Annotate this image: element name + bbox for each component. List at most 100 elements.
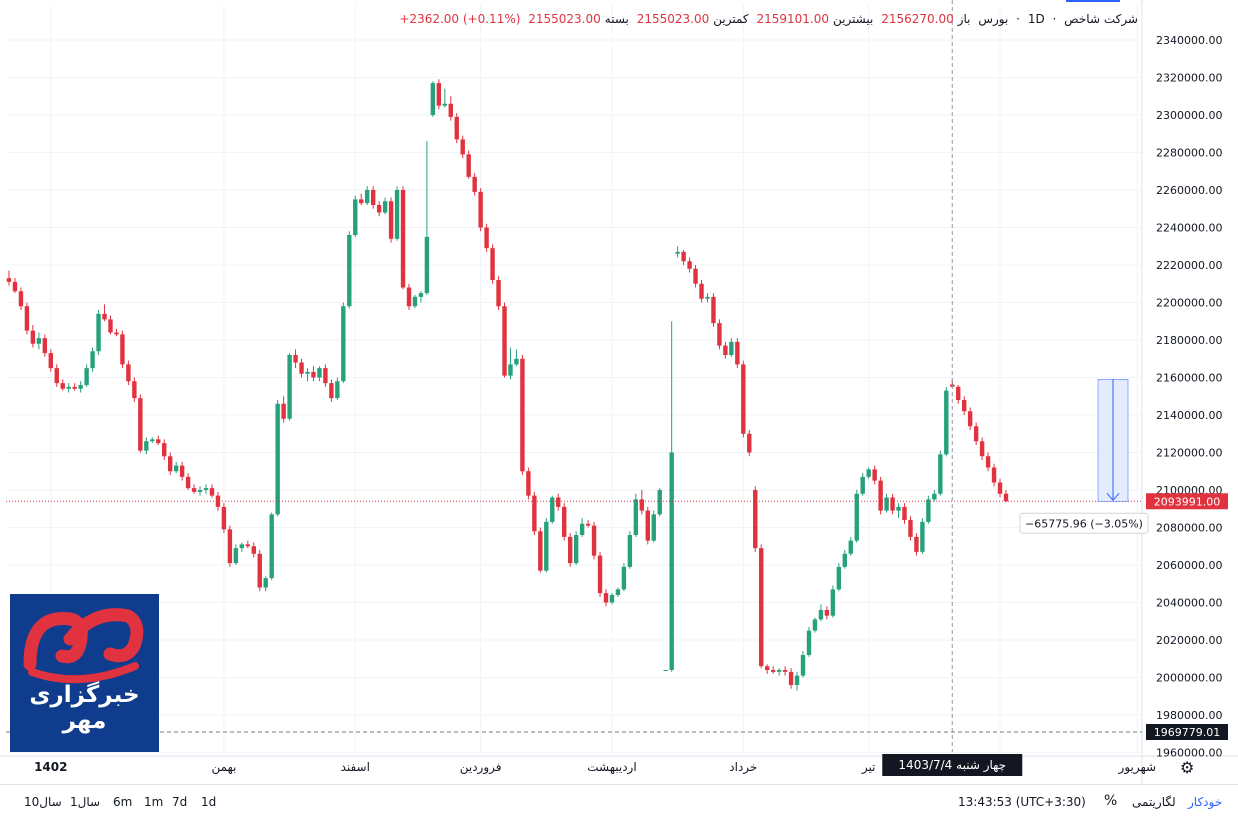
legend-high-value: 2159101.00	[756, 12, 829, 26]
candle-body	[365, 190, 370, 204]
y-tick-label: 1980000.00	[1156, 709, 1222, 722]
candle-body	[454, 116, 459, 140]
candle-body	[544, 521, 549, 571]
candle-body	[663, 670, 668, 671]
candle-body	[287, 355, 292, 419]
legend-close-value: 2155023.00	[528, 12, 601, 26]
log-scale-button[interactable]: لگاریتمی	[1132, 795, 1176, 809]
candle-body	[615, 589, 621, 595]
candle-body	[275, 403, 280, 515]
candle-body	[269, 514, 274, 579]
candle-body	[120, 334, 125, 365]
candle-body	[639, 499, 645, 511]
legend-close-label: بسته	[604, 12, 629, 26]
candle-body	[514, 358, 519, 365]
candle-body	[747, 433, 752, 453]
measure-label: −65775.96 (−3.05%)	[1025, 517, 1143, 530]
y-tick-label: 2240000.00	[1156, 222, 1222, 235]
candle-body	[460, 139, 465, 155]
candle-body	[872, 469, 877, 481]
range-6m-button[interactable]: 6m	[113, 795, 133, 809]
candle-body	[687, 261, 692, 269]
candle-body	[818, 610, 824, 620]
candle-body	[108, 319, 113, 333]
y-tick-label: 2320000.00	[1156, 72, 1222, 85]
range-1y-button[interactable]: 1سال	[70, 795, 101, 809]
percent-scale-button[interactable]: %	[1104, 793, 1118, 809]
scroll-handle[interactable]	[1066, 0, 1120, 2]
candle-body	[836, 566, 842, 590]
candle-body	[962, 400, 967, 412]
candle-body	[842, 553, 847, 567]
candle-body	[335, 381, 340, 399]
range-10y-button[interactable]: 10سال	[24, 795, 62, 809]
candle-body	[908, 520, 913, 537]
legend-open-value: 2156270.00	[881, 12, 954, 26]
candle-body	[520, 358, 525, 472]
candle-body	[394, 190, 400, 239]
y-tick-label: 2280000.00	[1156, 147, 1222, 160]
legend-title: شرکت شاخص	[1064, 12, 1138, 26]
candle-body	[502, 306, 507, 376]
legend-interval: 1D	[1027, 12, 1045, 26]
crosshair-date: چهار شنبه 1403/7/4	[898, 758, 1006, 773]
candle-body	[806, 630, 812, 655]
candle-body	[579, 523, 585, 535]
candle-body	[741, 364, 746, 434]
auto-scale-button[interactable]: خودکار	[1188, 795, 1223, 809]
candle-body	[424, 236, 430, 294]
legend-low-label: کمترین	[713, 12, 749, 26]
candle-body	[162, 443, 167, 457]
candle-body	[36, 338, 42, 344]
candle-body	[585, 523, 591, 526]
candle-body	[347, 235, 352, 307]
legend-low-value: 2155023.00	[636, 12, 710, 26]
range-1d-button[interactable]: 1d	[201, 795, 217, 809]
y-tick-label: 2300000.00	[1156, 109, 1222, 122]
candle-body	[794, 675, 800, 685]
y-tick-label: 2060000.00	[1156, 559, 1222, 572]
candle-body	[370, 190, 376, 205]
candle-body	[430, 83, 436, 115]
candle-body	[848, 540, 853, 554]
legend-dot: ·	[1016, 12, 1020, 26]
candle-body	[609, 595, 615, 603]
candle-body	[681, 251, 686, 262]
price-chart[interactable]: 1960000.00 1980000.00 2000000.00 2020000.00…	[0, 0, 1238, 784]
candle-body	[245, 544, 250, 547]
candle-body	[633, 499, 639, 535]
candle-body	[770, 670, 776, 672]
candle-body	[526, 471, 531, 496]
candle-body	[60, 383, 65, 389]
crosshair-date-bg	[882, 754, 1023, 776]
y-tick-label: 2040000.00	[1156, 597, 1222, 610]
measure-arrow-head	[1106, 492, 1120, 502]
range-7d-button[interactable]: 7d	[172, 795, 188, 809]
x-tick-label: بهمن	[211, 760, 236, 775]
legend-dot: ·	[1052, 12, 1057, 26]
candle-body	[693, 268, 698, 284]
candle-body	[144, 441, 149, 451]
candle-body	[890, 497, 895, 511]
candle-body	[412, 296, 418, 307]
candle-body	[78, 385, 83, 389]
candle-body	[221, 506, 227, 530]
candle-body	[914, 536, 919, 552]
settings-gear-icon[interactable]: ⚙	[1180, 758, 1195, 777]
candle-body	[902, 506, 907, 520]
candle-body	[472, 176, 477, 192]
candle-body	[293, 355, 298, 363]
candle-body	[317, 368, 322, 378]
candle-body	[532, 495, 537, 532]
range-1m-button[interactable]: 1m	[144, 795, 164, 809]
candle-body	[878, 480, 883, 511]
candle-body	[90, 351, 95, 369]
candle-body	[944, 390, 949, 455]
candle-body	[991, 467, 997, 483]
min-price-tag: 1969779.01	[1154, 726, 1220, 739]
candle-body	[329, 383, 334, 399]
candle-body	[985, 456, 991, 468]
x-tick-label: تیر	[861, 760, 876, 775]
candle-body	[956, 386, 961, 400]
y-tick-label: 2260000.00	[1156, 184, 1222, 197]
